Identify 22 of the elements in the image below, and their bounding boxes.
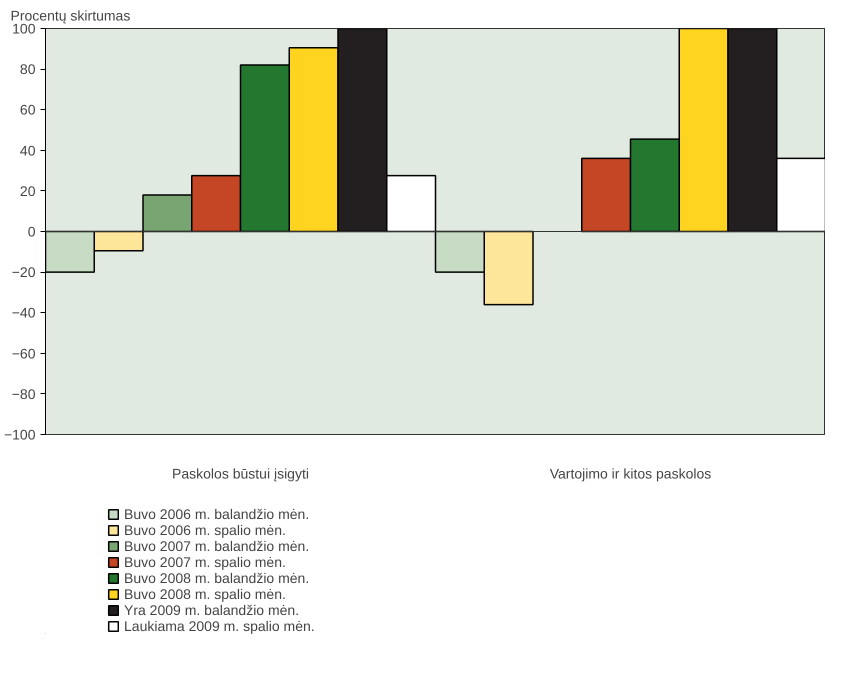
legend-label: Buvo 2008 m. balandžio mėn. [124, 570, 310, 586]
y-tick-label: −20 [12, 264, 36, 280]
y-axis-title: Procentų skirtumas [10, 8, 130, 24]
y-tick-label: 40 [20, 142, 36, 158]
y-tick-label: −60 [12, 345, 36, 362]
y-tick-label: −80 [12, 386, 36, 402]
y-tick-label: 100 [12, 20, 36, 36]
y-tick-label: 20 [20, 182, 36, 199]
legend-label: Yra 2009 m. balandžio mėn. [124, 602, 300, 618]
y-tick-label: −100 [4, 426, 36, 442]
legend-label: Buvo 2008 m. spalio mėn. [124, 586, 286, 602]
y-tick-label: 60 [20, 102, 36, 118]
x-tick-label: Paskolos būstui įsigyti [172, 466, 309, 482]
legend-label: Buvo 2006 m. spalio mėn. [124, 522, 286, 538]
legend-label: Buvo 2007 m. balandžio mėn. [124, 538, 310, 554]
x-tick-label: Vartojimo ir kitos paskolos [550, 466, 712, 482]
y-tick-label: 80 [20, 61, 36, 78]
legend-label: Laukiama 2009 m. spalio mėn. [124, 618, 315, 634]
y-tick-label: 0 [28, 224, 36, 240]
legend-label: Buvo 2006 m. balandžio mėn. [124, 506, 310, 522]
legend-label: Buvo 2007 m. spalio mėn. [124, 554, 286, 570]
y-tick-label: −40 [12, 304, 36, 321]
